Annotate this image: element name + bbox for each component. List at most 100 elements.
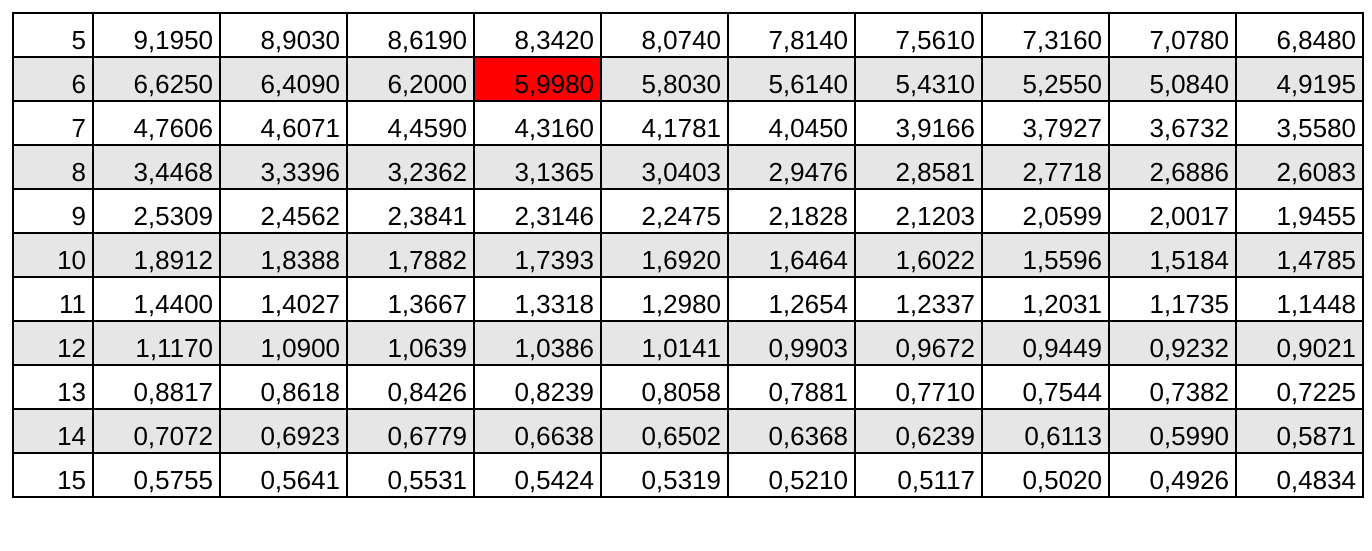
value-cell[interactable]: 4,6071: [219, 100, 348, 146]
value-cell[interactable]: 2,3146: [473, 188, 602, 234]
value-cell[interactable]: 0,6113: [981, 408, 1110, 454]
value-cell[interactable]: 8,3420: [473, 12, 602, 58]
value-cell[interactable]: 0,6638: [473, 408, 602, 454]
value-cell[interactable]: 5,0840: [1108, 56, 1237, 102]
value-cell[interactable]: 3,3396: [219, 144, 348, 190]
value-cell[interactable]: 7,0780: [1108, 12, 1237, 58]
value-cell[interactable]: 0,6368: [727, 408, 856, 454]
row-label-cell[interactable]: 13: [12, 364, 94, 410]
value-cell[interactable]: 0,6779: [346, 408, 475, 454]
value-cell[interactable]: 0,9903: [727, 320, 856, 366]
value-cell[interactable]: 0,9449: [981, 320, 1110, 366]
value-cell[interactable]: 7,8140: [727, 12, 856, 58]
value-cell[interactable]: 0,9232: [1108, 320, 1237, 366]
value-cell[interactable]: 0,8239: [473, 364, 602, 410]
value-cell[interactable]: 0,7382: [1108, 364, 1237, 410]
value-cell[interactable]: 3,1365: [473, 144, 602, 190]
value-cell[interactable]: 1,1448: [1235, 276, 1364, 322]
value-cell[interactable]: 0,8618: [219, 364, 348, 410]
row-label-cell[interactable]: 11: [12, 276, 94, 322]
value-cell[interactable]: 1,6022: [854, 232, 983, 278]
value-cell[interactable]: 8,9030: [219, 12, 348, 58]
value-cell[interactable]: 2,1828: [727, 188, 856, 234]
value-cell[interactable]: 2,6083: [1235, 144, 1364, 190]
value-cell[interactable]: 0,5319: [600, 452, 729, 498]
value-cell[interactable]: 0,5117: [854, 452, 983, 498]
value-cell[interactable]: 0,7710: [854, 364, 983, 410]
value-cell[interactable]: 4,9195: [1235, 56, 1364, 102]
value-cell[interactable]: 1,3318: [473, 276, 602, 322]
value-cell[interactable]: 0,5424: [473, 452, 602, 498]
value-cell[interactable]: 3,9166: [854, 100, 983, 146]
value-cell[interactable]: 0,5641: [219, 452, 348, 498]
value-cell[interactable]: 1,1170: [92, 320, 221, 366]
value-cell[interactable]: 3,7927: [981, 100, 1110, 146]
value-cell[interactable]: 1,6920: [600, 232, 729, 278]
value-cell[interactable]: 0,7881: [727, 364, 856, 410]
value-cell[interactable]: 3,5580: [1235, 100, 1364, 146]
value-cell[interactable]: 7,3160: [981, 12, 1110, 58]
value-cell[interactable]: 0,6923: [219, 408, 348, 454]
value-cell[interactable]: 0,5990: [1108, 408, 1237, 454]
value-cell[interactable]: 0,7544: [981, 364, 1110, 410]
value-cell[interactable]: 8,6190: [346, 12, 475, 58]
value-cell[interactable]: 1,1735: [1108, 276, 1237, 322]
value-cell[interactable]: 3,4468: [92, 144, 221, 190]
value-cell[interactable]: 1,7393: [473, 232, 602, 278]
value-cell[interactable]: 1,2654: [727, 276, 856, 322]
value-cell[interactable]: 0,5210: [727, 452, 856, 498]
value-cell[interactable]: 1,5184: [1108, 232, 1237, 278]
row-label-cell[interactable]: 12: [12, 320, 94, 366]
value-cell[interactable]: 1,0900: [219, 320, 348, 366]
value-cell[interactable]: 1,2980: [600, 276, 729, 322]
value-cell[interactable]: 6,8480: [1235, 12, 1364, 58]
value-cell[interactable]: 5,2550: [981, 56, 1110, 102]
value-cell[interactable]: 0,8817: [92, 364, 221, 410]
value-cell[interactable]: 5,4310: [854, 56, 983, 102]
value-cell[interactable]: 7,5610: [854, 12, 983, 58]
value-cell[interactable]: 1,9455: [1235, 188, 1364, 234]
value-cell[interactable]: 2,3841: [346, 188, 475, 234]
value-cell[interactable]: 2,2475: [600, 188, 729, 234]
value-cell[interactable]: 2,4562: [219, 188, 348, 234]
selected-cell[interactable]: 5,9980: [473, 56, 602, 102]
value-cell[interactable]: 4,1781: [600, 100, 729, 146]
value-cell[interactable]: 0,6239: [854, 408, 983, 454]
value-cell[interactable]: 3,6732: [1108, 100, 1237, 146]
value-cell[interactable]: 6,4090: [219, 56, 348, 102]
value-cell[interactable]: 4,7606: [92, 100, 221, 146]
value-cell[interactable]: 4,3160: [473, 100, 602, 146]
value-cell[interactable]: 3,0403: [600, 144, 729, 190]
value-cell[interactable]: 1,0639: [346, 320, 475, 366]
value-cell[interactable]: 2,6886: [1108, 144, 1237, 190]
value-cell[interactable]: 3,2362: [346, 144, 475, 190]
value-cell[interactable]: 2,7718: [981, 144, 1110, 190]
value-cell[interactable]: 1,3667: [346, 276, 475, 322]
value-cell[interactable]: 5,6140: [727, 56, 856, 102]
value-cell[interactable]: 0,7072: [92, 408, 221, 454]
value-cell[interactable]: 1,4400: [92, 276, 221, 322]
value-cell[interactable]: 0,5871: [1235, 408, 1364, 454]
value-cell[interactable]: 1,2337: [854, 276, 983, 322]
value-cell[interactable]: 0,5531: [346, 452, 475, 498]
value-cell[interactable]: 2,1203: [854, 188, 983, 234]
value-cell[interactable]: 0,5755: [92, 452, 221, 498]
value-cell[interactable]: 1,0386: [473, 320, 602, 366]
value-cell[interactable]: 1,0141: [600, 320, 729, 366]
row-label-cell[interactable]: 15: [12, 452, 94, 498]
value-cell[interactable]: 0,8058: [600, 364, 729, 410]
value-cell[interactable]: 5,8030: [600, 56, 729, 102]
value-cell[interactable]: 1,8912: [92, 232, 221, 278]
value-cell[interactable]: 8,0740: [600, 12, 729, 58]
value-cell[interactable]: 0,7225: [1235, 364, 1364, 410]
value-cell[interactable]: 0,4834: [1235, 452, 1364, 498]
row-label-cell[interactable]: 14: [12, 408, 94, 454]
value-cell[interactable]: 0,8426: [346, 364, 475, 410]
value-cell[interactable]: 1,2031: [981, 276, 1110, 322]
value-cell[interactable]: 1,6464: [727, 232, 856, 278]
value-cell[interactable]: 1,8388: [219, 232, 348, 278]
row-label-cell[interactable]: 10: [12, 232, 94, 278]
value-cell[interactable]: 0,9672: [854, 320, 983, 366]
value-cell[interactable]: 2,8581: [854, 144, 983, 190]
value-cell[interactable]: 1,5596: [981, 232, 1110, 278]
